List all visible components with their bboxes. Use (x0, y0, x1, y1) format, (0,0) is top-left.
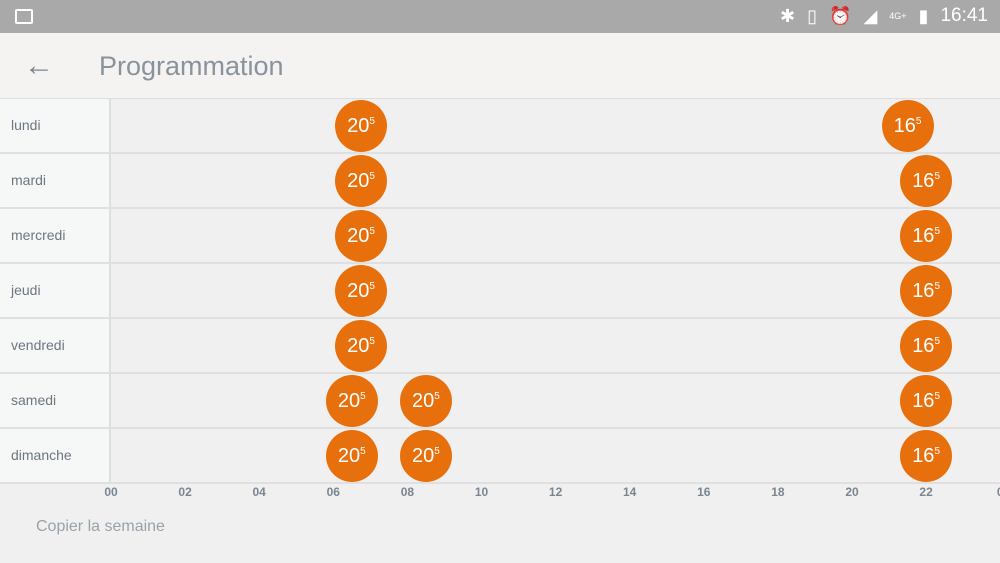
alarm-icon: ⏰ (829, 5, 852, 26)
bluetooth-icon: ✱ (780, 5, 796, 26)
temperature-setpoint[interactable]: 16 5 (900, 320, 953, 372)
temp-decimal: 5 (434, 445, 440, 457)
status-bar: ✱ ▯ ⏰ ◢ 4G+ ▮ 16:41 (0, 0, 1000, 33)
day-track[interactable]: 20 5 16 5 (111, 154, 1000, 207)
day-row: mercredi 20 5 16 5 (0, 209, 1000, 264)
temp-value: 16 (912, 279, 935, 302)
temp-decimal: 5 (369, 335, 375, 347)
temp-value: 20 (337, 444, 361, 467)
axis-tick-label: 22 (919, 485, 933, 499)
temperature-setpoint[interactable]: 16 5 (900, 155, 953, 207)
temp-decimal: 5 (934, 445, 940, 457)
temp-value: 16 (893, 114, 916, 137)
temperature-setpoint[interactable]: 20 5 (325, 430, 378, 482)
temp-value: 20 (337, 389, 361, 412)
network-type: 4G+ (889, 11, 907, 21)
temp-value: 20 (347, 279, 370, 302)
temp-decimal: 5 (915, 115, 922, 127)
axis-tick-label: 10 (474, 485, 489, 499)
temp-value: 20 (347, 224, 370, 247)
axis-tick-label: 0 (997, 485, 1000, 499)
vibrate-icon: ▯ (807, 5, 818, 26)
temp-value: 20 (412, 389, 435, 412)
axis-tick-label: 02 (178, 485, 192, 499)
temperature-setpoint[interactable]: 16 5 (900, 430, 953, 482)
temperature-setpoint[interactable]: 20 5 (335, 210, 388, 262)
back-arrow-icon[interactable]: ← (24, 49, 54, 82)
day-label: mercredi (0, 209, 111, 262)
day-track[interactable]: 20 5 20 5 16 5 (111, 429, 1000, 482)
day-track[interactable]: 20 5 16 5 (111, 264, 1000, 317)
day-label: samedi (0, 374, 111, 427)
temp-value: 16 (912, 444, 935, 467)
temperature-setpoint[interactable]: 20 5 (325, 375, 378, 427)
temp-decimal: 5 (360, 390, 366, 402)
temp-decimal: 5 (934, 170, 940, 182)
day-label: jeudi (0, 264, 111, 317)
temp-decimal: 5 (934, 335, 940, 347)
day-track[interactable]: 20 5 20 5 16 5 (111, 374, 1000, 427)
temperature-setpoint[interactable]: 16 5 (900, 375, 953, 427)
temp-decimal: 5 (360, 445, 366, 457)
axis-tick-label: 14 (623, 485, 637, 499)
temp-value: 20 (412, 444, 435, 467)
temp-value: 16 (912, 224, 935, 247)
temperature-setpoint[interactable]: 16 5 (900, 265, 953, 317)
day-row: samedi 20 5 20 5 16 5 (0, 374, 1000, 429)
axis-tick-label: 20 (845, 485, 859, 499)
page-title: Programmation (99, 51, 284, 81)
temp-decimal: 5 (934, 280, 940, 292)
temp-decimal: 5 (369, 225, 375, 237)
day-label: dimanche (0, 429, 111, 482)
temp-value: 16 (912, 334, 935, 357)
copy-week-button[interactable]: Copier la semaine (36, 518, 165, 535)
axis-tick-label: 04 (252, 485, 266, 499)
temp-value: 16 (912, 389, 935, 412)
temperature-setpoint[interactable]: 20 5 (399, 430, 452, 482)
day-row: lundi 20 5 16 5 (0, 99, 1000, 154)
temperature-setpoint[interactable]: 20 5 (335, 100, 388, 152)
temp-decimal: 5 (434, 390, 440, 402)
temperature-setpoint[interactable]: 20 5 (399, 375, 452, 427)
temp-decimal: 5 (369, 115, 375, 127)
temp-value: 20 (347, 114, 370, 137)
day-label: vendredi (0, 319, 111, 372)
day-row: mardi 20 5 16 5 (0, 154, 1000, 209)
day-row: dimanche 20 5 20 5 16 5 (0, 429, 1000, 484)
temp-decimal: 5 (934, 225, 940, 237)
temperature-setpoint[interactable]: 20 5 (335, 320, 388, 372)
temp-decimal: 5 (934, 390, 940, 402)
temperature-setpoint[interactable]: 16 5 (881, 100, 934, 152)
temperature-setpoint[interactable]: 20 5 (335, 155, 388, 207)
day-track[interactable]: 20 5 16 5 (111, 319, 1000, 372)
axis-tick-label: 16 (697, 485, 711, 499)
axis-tick-label: 18 (771, 485, 785, 499)
signal-icon: ◢ (863, 5, 878, 26)
axis-tick-label: 08 (400, 485, 415, 499)
clock: 16:41 (940, 5, 988, 26)
temperature-setpoint[interactable]: 20 5 (335, 265, 388, 317)
temp-decimal: 5 (369, 170, 375, 182)
day-track[interactable]: 20 5 16 5 (111, 99, 1000, 152)
app-bar: ← Programmation (0, 33, 1000, 99)
axis-tick-label: 12 (548, 485, 563, 499)
axis-tick-label: 06 (326, 485, 340, 499)
temp-decimal: 5 (369, 280, 375, 292)
battery-icon: ▮ (918, 5, 929, 26)
day-row: vendredi 20 5 16 5 (0, 319, 1000, 374)
temp-value: 16 (912, 169, 935, 192)
schedule-grid: lundi 20 5 16 5 mardi 20 5 16 5 mercredi 20 5 16 5 jeud… (0, 99, 1000, 484)
temp-value: 20 (347, 334, 370, 357)
day-track[interactable]: 20 5 16 5 (111, 209, 1000, 262)
time-axis: 00 02 04 06 08 10 12 14 16 18 20 22 0 (0, 485, 1000, 501)
axis-tick-label: 00 (104, 485, 118, 499)
temp-value: 20 (347, 169, 370, 192)
day-row: jeudi 20 5 16 5 (0, 264, 1000, 319)
image-icon (15, 9, 33, 24)
day-label: mardi (0, 154, 111, 207)
temperature-setpoint[interactable]: 16 5 (900, 210, 953, 262)
day-label: lundi (0, 99, 111, 152)
